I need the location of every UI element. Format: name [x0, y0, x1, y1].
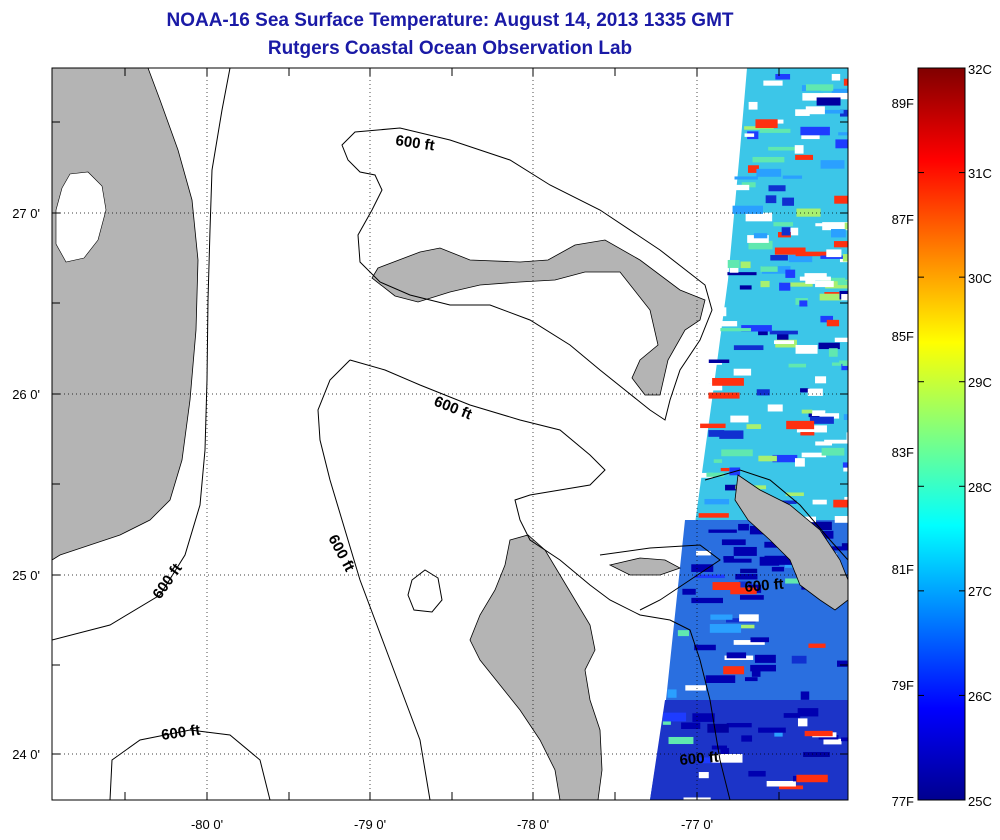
lake-okeechobee: [55, 171, 107, 263]
contour-label-east: 600 ft: [744, 576, 785, 596]
lat-label-24: 24 0': [12, 747, 40, 762]
temperature-colorbar: [917, 67, 966, 801]
lat-label-27: 27 0': [12, 206, 40, 221]
cb-c-30: 30C: [968, 271, 992, 286]
cb-f-79: 79F: [892, 678, 914, 693]
cb-c-27: 27C: [968, 584, 992, 599]
andros-island: [469, 534, 603, 800]
map-frame: [51, 67, 849, 801]
cb-f-77: 77F: [892, 794, 914, 809]
cb-f-85: 85F: [892, 329, 914, 344]
contour-label-south: 600 ft: [160, 722, 201, 744]
cb-f-87: 87F: [892, 212, 914, 227]
lon-label-79: -79 0': [354, 817, 386, 832]
contour-label-bank-west: 600 ft: [324, 532, 357, 575]
cb-c-29: 29C: [968, 375, 992, 390]
sst-swath: [650, 68, 848, 800]
contour-label-southeast: 600 ft: [679, 749, 720, 769]
map-title: NOAA-16 Sea Surface Temperature: August …: [166, 10, 734, 31]
cb-c-31: 31C: [968, 166, 992, 181]
lon-label-80: -80 0': [191, 817, 223, 832]
contour-label-florida: 600 ft: [149, 560, 185, 602]
contour-label-bank-north: 600 ft: [432, 393, 475, 423]
cb-c-25: 25C: [968, 794, 992, 809]
contour-label-grand-bahama: 600 ft: [394, 132, 435, 154]
cb-f-83: 83F: [892, 445, 914, 460]
cb-c-26: 26C: [968, 689, 992, 704]
cb-c-28: 28C: [968, 480, 992, 495]
florida-landmass: [52, 68, 199, 561]
cb-f-81: 81F: [892, 562, 914, 577]
lat-label-26: 26 0': [12, 387, 40, 402]
lat-label-25: 25 0': [12, 568, 40, 583]
eleuthera-island: [734, 474, 848, 611]
lon-label-77: -77 0': [681, 817, 713, 832]
lon-label-78: -78 0': [517, 817, 549, 832]
map-subtitle: Rutgers Coastal Ocean Observation Lab: [267, 38, 633, 59]
cb-c-32: 32C: [968, 62, 992, 77]
cb-f-89: 89F: [892, 96, 914, 111]
grand-bahama-island: [371, 239, 706, 396]
